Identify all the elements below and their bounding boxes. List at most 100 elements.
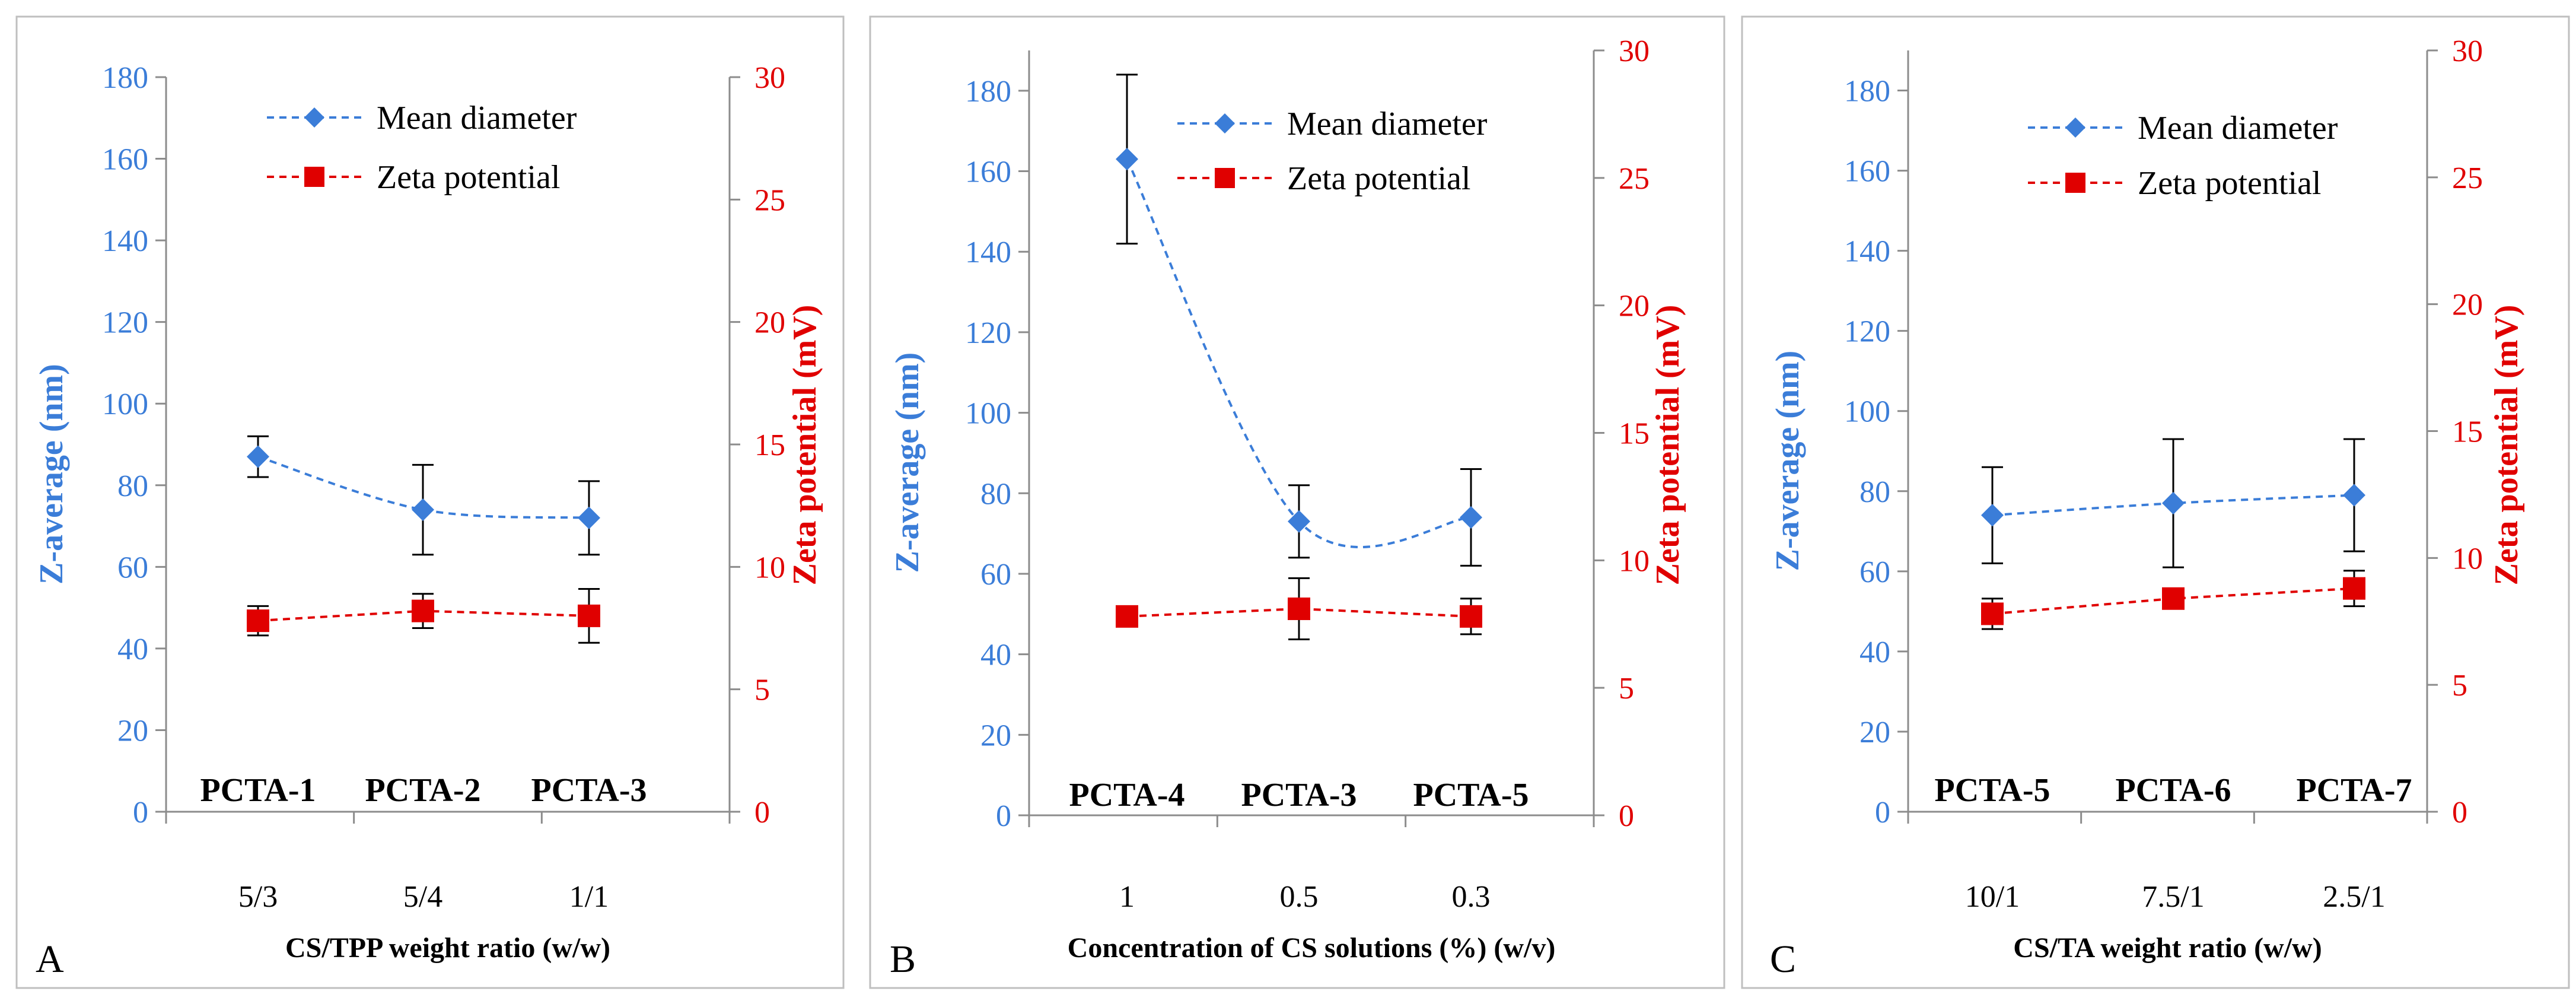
sample-label: PCTA-1 xyxy=(200,772,316,809)
sample-label: PCTA-4 xyxy=(1069,777,1185,814)
y-tick-label-left: 20 xyxy=(980,719,1011,752)
legend-marker-square xyxy=(1215,168,1235,188)
legend: Mean diameter Zeta potential xyxy=(267,100,577,196)
sample-label: PCTA-2 xyxy=(365,772,481,809)
y-tick-label-left: 140 xyxy=(102,224,148,258)
y-tick-label-left: 60 xyxy=(117,551,148,584)
y-tick-label-left: 120 xyxy=(1844,315,1890,349)
y-tick-label-left: 0 xyxy=(996,799,1011,833)
legend-marker-diamond xyxy=(2065,117,2085,138)
point-mean-diameter xyxy=(2162,492,2185,515)
y-tick-label-left: 100 xyxy=(965,397,1011,431)
chart-panel-c: 0 20 40 60 80 100 120 140 160 180 0 5 10 15 20 25 30 10/1… xyxy=(1737,0,2576,1004)
x-axis-title: Concentration of CS solutions (%) (w/v) xyxy=(1068,932,1556,964)
y-tick-label-right: 25 xyxy=(2452,161,2483,195)
y-tick-label-right: 30 xyxy=(1619,34,1650,68)
x-axis-title: CS/TA weight ratio (w/w) xyxy=(2013,932,2322,964)
chart-panel-b: 0 20 40 60 80 100 120 140 160 180 0 5 10 15 20 25 30 1 0.5… xyxy=(857,0,1737,1004)
series-line-mean-diameter xyxy=(257,455,590,519)
y-tick-label-right: 30 xyxy=(2452,34,2483,68)
y-tick-label-left: 180 xyxy=(1844,75,1890,109)
legend-label-mean-diameter: Mean diameter xyxy=(1287,106,1488,142)
legend-marker-square xyxy=(304,167,324,187)
sample-label: PCTA-6 xyxy=(2116,772,2231,809)
y-tick-label-left: 20 xyxy=(1859,716,1890,749)
point-zeta-potential xyxy=(1116,605,1138,628)
y-tick-label-right: 10 xyxy=(754,551,785,584)
point-zeta-potential xyxy=(1981,602,2004,625)
chart-c: 0 20 40 60 80 100 120 140 160 180 0 5 10 15 20 25 30 10/1… xyxy=(1741,15,2570,989)
y-tick-label-left: 100 xyxy=(102,387,148,421)
y-tick-label-left: 120 xyxy=(965,316,1011,350)
chart-panel-a: 0 20 40 60 80 100 120 140 160 180 0 5 10 15 20 25 30 5/3 5… xyxy=(0,0,857,1004)
y-tick-label-right: 5 xyxy=(2452,669,2467,703)
y-tick-label-left: 80 xyxy=(980,477,1011,511)
panel-label: B xyxy=(890,938,916,981)
series-line-mean-diameter xyxy=(1126,158,1472,548)
x-tick-label: 5/3 xyxy=(238,880,278,914)
y-tick-label-left: 120 xyxy=(102,306,148,340)
y-axis-title-right: Zeta potential (mV) xyxy=(2488,305,2525,586)
y-tick-label-left: 60 xyxy=(980,558,1011,592)
point-mean-diameter xyxy=(578,506,600,529)
point-zeta-potential xyxy=(2343,577,2365,600)
point-mean-diameter xyxy=(1288,510,1310,533)
x-tick-label: 2.5/1 xyxy=(2323,880,2385,914)
point-mean-diameter xyxy=(1460,506,1482,529)
point-zeta-potential xyxy=(2162,587,2185,610)
x-tick-label: 7.5/1 xyxy=(2142,880,2204,914)
y-tick-label-left: 40 xyxy=(980,638,1011,672)
y-tick-label-left: 40 xyxy=(117,633,148,666)
sample-label: PCTA-7 xyxy=(2297,772,2412,809)
y-tick-label-left: 60 xyxy=(1859,555,1890,589)
legend: Mean diameter Zeta potential xyxy=(2028,110,2338,202)
legend-label-zeta-potential: Zeta potential xyxy=(2138,165,2321,202)
y-tick-label-left: 80 xyxy=(117,469,148,503)
legend-label-mean-diameter: Mean diameter xyxy=(377,100,577,136)
y-tick-label-right: 25 xyxy=(754,183,785,217)
y-tick-label-right: 30 xyxy=(754,61,785,95)
y-tick-label-left: 140 xyxy=(1844,235,1890,269)
y-tick-label-left: 160 xyxy=(1844,155,1890,189)
legend-marker-diamond xyxy=(304,107,324,128)
y-axis-title-left: Z-average (nm) xyxy=(33,364,70,584)
legend-label-zeta-potential: Zeta potential xyxy=(377,159,560,196)
y-tick-label-right: 15 xyxy=(754,428,785,462)
x-tick-label: 1 xyxy=(1119,880,1135,914)
y-tick-label-right: 10 xyxy=(1619,544,1650,578)
sample-label: PCTA-5 xyxy=(1935,772,2050,809)
y-tick-label-left: 80 xyxy=(1859,475,1890,509)
y-tick-label-right: 20 xyxy=(2452,288,2483,322)
y-axis-title-left: Z-average (nm) xyxy=(1769,351,1806,571)
x-axis-title: CS/TPP weight ratio (w/w) xyxy=(285,932,610,964)
y-tick-label-left: 0 xyxy=(1875,796,1890,830)
y-tick-label-right: 20 xyxy=(1619,290,1650,323)
y-tick-label-left: 160 xyxy=(965,155,1011,189)
y-tick-label-right: 5 xyxy=(1619,672,1634,706)
panel-label: C xyxy=(1770,938,1796,981)
x-tick-label: 10/1 xyxy=(1965,880,2020,914)
y-axis-title-right: Zeta potential (mV) xyxy=(1650,305,1686,586)
y-tick-label-right: 0 xyxy=(2452,796,2467,830)
point-mean-diameter xyxy=(247,445,269,468)
point-zeta-potential xyxy=(1288,597,1310,620)
legend-marker-square xyxy=(2065,173,2085,193)
y-tick-label-right: 0 xyxy=(754,796,770,830)
panel-frame xyxy=(1741,15,2570,989)
series-line-zeta-potential xyxy=(1992,587,2355,615)
legend: Mean diameter Zeta potential xyxy=(1177,106,1488,197)
panel-frame xyxy=(15,15,845,989)
chart-a: 0 20 40 60 80 100 120 140 160 180 0 5 10 15 20 25 30 5/3 5… xyxy=(15,15,845,989)
y-tick-label-right: 20 xyxy=(754,306,785,340)
y-tick-label-right: 25 xyxy=(1619,162,1650,196)
x-tick-label: 0.5 xyxy=(1280,880,1319,914)
legend-marker-diamond xyxy=(1215,113,1235,134)
point-mean-diameter xyxy=(1981,504,2004,527)
point-zeta-potential xyxy=(412,599,434,622)
y-tick-label-left: 140 xyxy=(965,236,1011,269)
chart-b: 0 20 40 60 80 100 120 140 160 180 0 5 10 15 20 25 30 1 0.5… xyxy=(869,15,1725,989)
panel-frame xyxy=(869,15,1725,989)
point-mean-diameter xyxy=(1116,148,1138,171)
y-axis-title-right: Zeta potential (mV) xyxy=(787,305,823,586)
sample-label: PCTA-5 xyxy=(1413,777,1529,814)
